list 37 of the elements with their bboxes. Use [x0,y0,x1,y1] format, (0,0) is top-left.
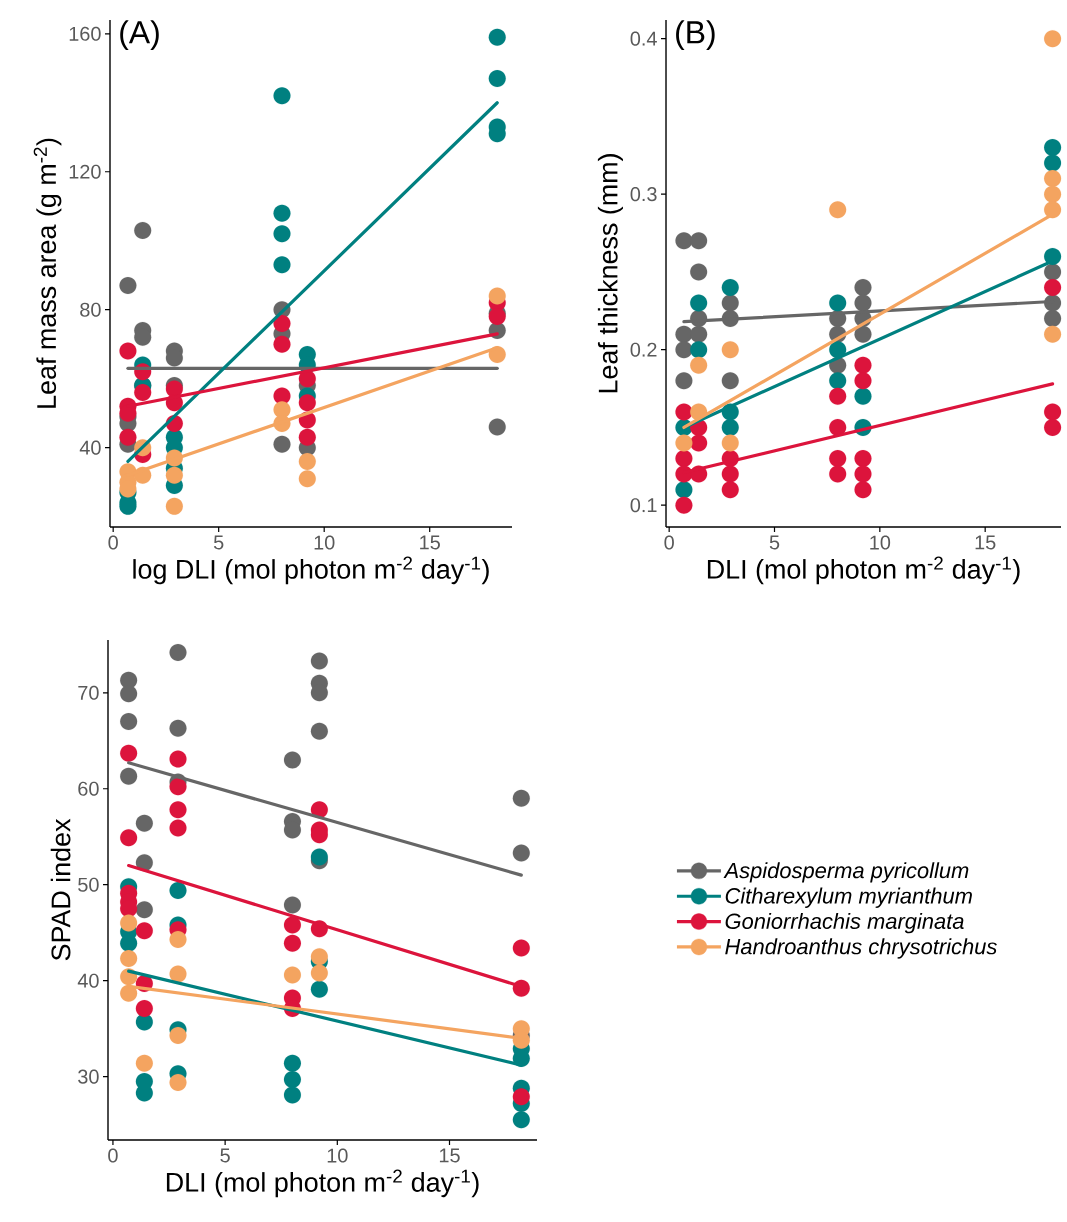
x-axis-title: log DLI (mol photon m$^{-2}$ day$^{-1}$) [133,556,489,585]
x-tick-label: 5 [769,535,780,550]
annotation: (B) [676,20,715,50]
y-tick-label: 40 [79,440,101,455]
x-tick-label: 10 [327,1148,348,1163]
x-tick-label: 15 [420,535,440,550]
y-tick-label: 80 [80,302,101,317]
y-tick-label: 50 [78,877,99,892]
y-axis-title: Leaf thickness (mm) [597,154,623,393]
x-axis-title: DLI (mol photon m$^{-2}$ day$^{-1}$) [707,556,1020,585]
x-tick-label: 0 [108,1148,118,1163]
y-tick-label: 120 [69,164,101,179]
x-tick-label: 0 [108,535,118,550]
y-tick-label: 0.1 [630,498,657,513]
y-tick-label: 70 [78,685,99,700]
x-tick-label: 15 [975,535,996,550]
x-tick-label: 10 [314,535,335,550]
x-tick-label: 0 [664,535,674,550]
y-axis-title: Leaf mass area (g m$^{-2}$) [33,138,62,408]
x-tick-label: 10 [870,535,891,550]
y-axis-title: SPAD index [50,818,71,961]
legend-label: Goniorrhachis marginata [725,912,964,934]
annotation: (A) [120,20,159,50]
y-tick-label: 0.2 [630,342,657,357]
y-tick-label: 40 [77,973,99,988]
x-axis-title: DLI (mol photon m$^{-2}$ day$^{-1}$) [166,1169,479,1198]
y-tick-label: 0.4 [630,31,657,46]
y-tick-label: 60 [78,781,99,796]
x-tick-label: 15 [439,1148,460,1163]
x-tick-label: 5 [213,535,224,550]
y-tick-label: 160 [69,26,101,41]
legend-label: Citharexylum myrianthum [725,887,972,908]
legend-label: Handroanthus chrysotrichus [725,938,997,959]
y-tick-label: 0.3 [630,187,657,202]
x-tick-label: 5 [220,1148,230,1163]
legend-label: Aspidosperma pyricollum [723,862,969,883]
y-tick-label: 30 [78,1069,99,1084]
